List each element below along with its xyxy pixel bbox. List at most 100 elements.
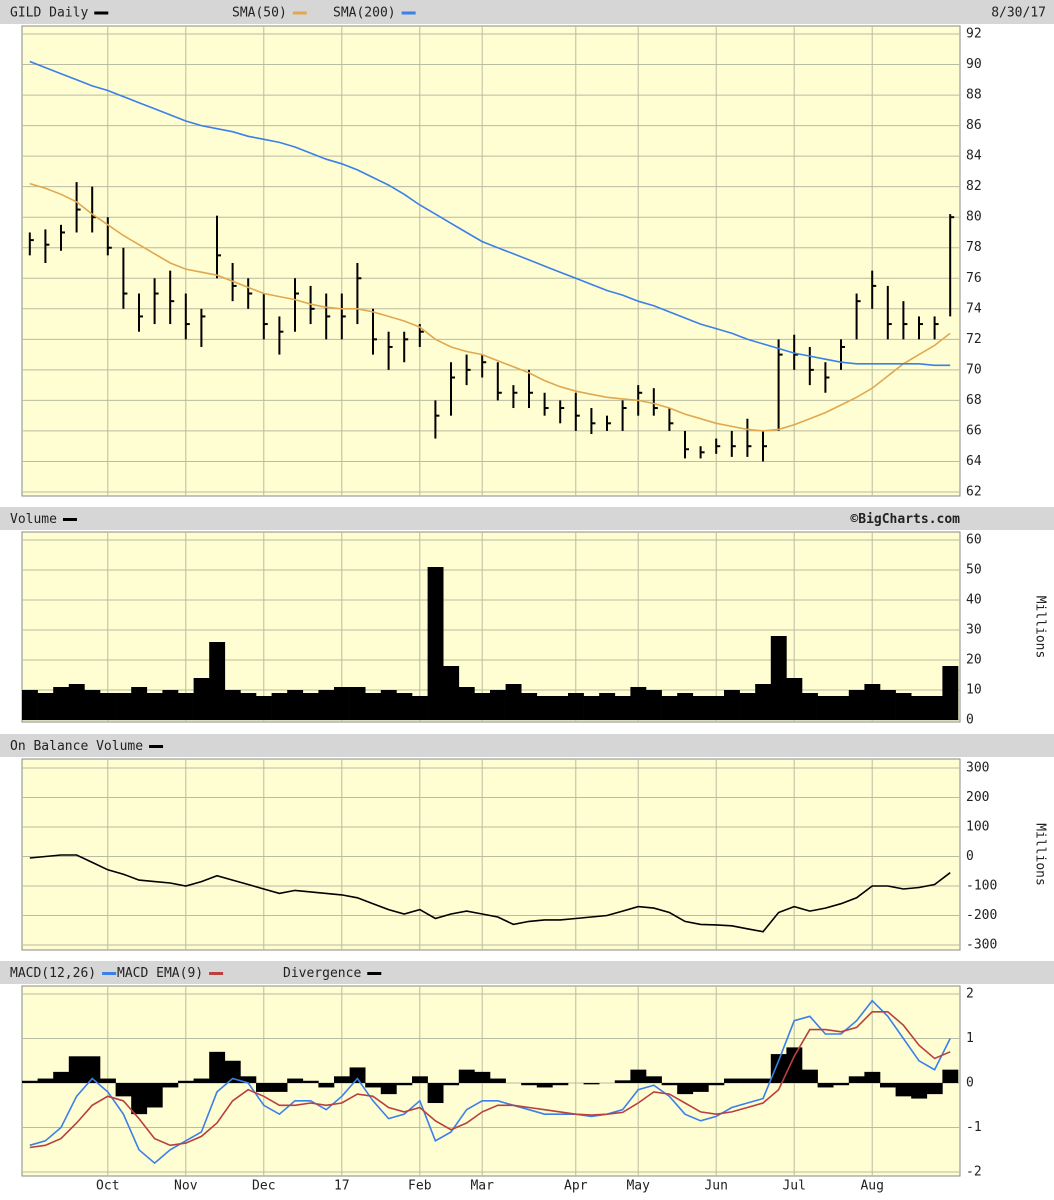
bar [22, 690, 38, 720]
bar [474, 1071, 491, 1083]
bar [178, 693, 194, 720]
bar [131, 1083, 148, 1115]
bar [37, 1078, 54, 1083]
y-tick-label: -200 [966, 908, 997, 923]
legend-label: Divergence [283, 966, 361, 981]
series-line [29, 854, 951, 933]
y-axis-label: Millions [1033, 596, 1048, 659]
series-line [29, 1011, 951, 1149]
bar [380, 1083, 397, 1095]
y-tick-label: 72 [966, 332, 982, 347]
bar [240, 693, 257, 720]
bar [552, 1083, 569, 1086]
y-tick-label: 100 [966, 820, 989, 835]
y-tick-label: 20 [966, 653, 982, 668]
bar [131, 687, 148, 720]
bar [802, 1069, 818, 1083]
legend-label: Volume [10, 512, 57, 527]
bar [115, 1083, 132, 1097]
bar [115, 693, 132, 720]
bar [53, 1071, 70, 1083]
bar [412, 1076, 428, 1083]
bar [396, 1083, 413, 1086]
bar [443, 1083, 460, 1086]
bar [318, 1083, 335, 1088]
bar [193, 678, 210, 720]
bar [271, 693, 288, 720]
bar [708, 1083, 725, 1086]
y-tick-label: 10 [966, 683, 982, 698]
legend-label: GILD Daily [10, 6, 88, 21]
bar [926, 696, 943, 720]
bar [739, 1078, 756, 1083]
y-tick-label: 1 [966, 1031, 974, 1046]
bar [692, 696, 709, 720]
bar [880, 1083, 896, 1088]
bar [692, 1083, 709, 1092]
bar [864, 684, 881, 720]
y-tick-label: 0 [966, 849, 974, 864]
bar [84, 1056, 101, 1083]
bar [802, 693, 818, 720]
bar [677, 1083, 694, 1095]
bar [911, 696, 928, 720]
bar [443, 666, 460, 720]
y-tick-label: 80 [966, 210, 982, 225]
bar [739, 693, 756, 720]
bar [895, 1083, 912, 1097]
bar [708, 696, 725, 720]
bar [911, 1083, 928, 1099]
bar [287, 690, 304, 720]
x-tick-label: Jun [704, 1179, 727, 1194]
bar [396, 693, 413, 720]
bar [614, 696, 631, 720]
series-line [29, 182, 951, 432]
bar [318, 690, 335, 720]
bar [68, 1056, 85, 1083]
bar [365, 1083, 382, 1088]
bar [770, 636, 787, 720]
y-tick-label: 50 [966, 563, 982, 578]
bar [786, 678, 803, 720]
bar [677, 693, 694, 720]
legend-label: MACD(12,26) [10, 966, 96, 981]
y-tick-label: 68 [966, 393, 982, 408]
bar [302, 693, 319, 720]
bar [271, 1083, 288, 1092]
bar [630, 1069, 647, 1083]
y-tick-label: 2 [966, 987, 974, 1002]
bar [646, 1076, 662, 1083]
plot-area [21, 25, 961, 497]
bar [412, 696, 428, 720]
bar [895, 693, 912, 720]
bar [427, 567, 444, 720]
bar [178, 1080, 194, 1083]
bar [146, 1083, 163, 1108]
y-tick-label: 74 [966, 301, 982, 316]
bar [490, 1078, 506, 1083]
legend-label: SMA(50) [232, 6, 287, 21]
bar [334, 1076, 350, 1083]
bar [880, 690, 896, 720]
y-tick-label: 0 [966, 1076, 974, 1091]
credit: ©BigCharts.com [850, 512, 960, 527]
bar [755, 1078, 772, 1083]
legend-label: MACD EMA(9) [117, 966, 203, 981]
bar [536, 1083, 553, 1088]
bar [209, 1051, 226, 1083]
bar [568, 693, 584, 720]
panel-header [0, 734, 1054, 757]
y-tick-label: 86 [966, 118, 982, 133]
y-axis-label: Millions [1033, 823, 1048, 886]
bar [193, 1078, 210, 1083]
x-tick-label: Feb [408, 1179, 432, 1194]
bar [100, 693, 116, 720]
bar [614, 1080, 631, 1083]
bar [599, 693, 616, 720]
bar [864, 1071, 881, 1083]
bar [287, 1078, 304, 1083]
bar [583, 1083, 600, 1085]
y-tick-label: 0 [966, 713, 974, 728]
legend-label: SMA(200) [333, 6, 396, 21]
